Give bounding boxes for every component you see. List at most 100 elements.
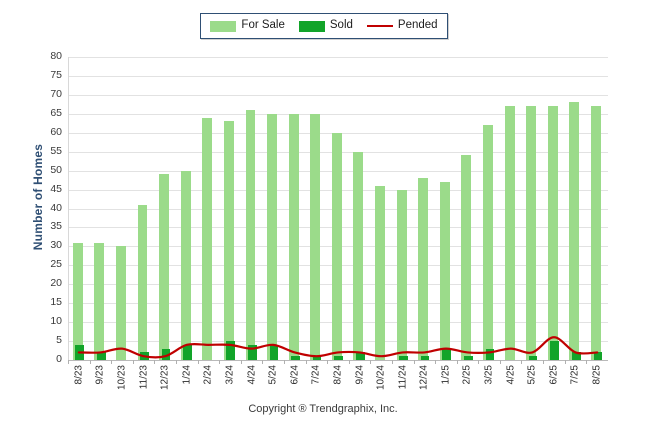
x-axis-tick-label: 4/25 [505, 365, 517, 385]
bar-sold[interactable] [420, 356, 430, 360]
x-axis-tick-label: 2/24 [202, 365, 214, 385]
x-axis-tick-label: 9/23 [94, 365, 106, 385]
x-axis-tick-label: 11/23 [138, 365, 150, 390]
x-axis-tick [240, 360, 242, 364]
chart-category-column: 8/25 [586, 57, 608, 384]
y-axis-tick-label: 25 [50, 258, 62, 271]
bar-for-sale[interactable] [331, 132, 342, 360]
chart-category-column: 10/23 [111, 57, 133, 390]
y-axis-tick-label: 50 [50, 163, 62, 176]
bar-for-sale[interactable] [547, 106, 558, 360]
y-axis-tick-label: 55 [50, 144, 62, 157]
y-axis-tick-label: 70 [50, 87, 62, 100]
bar-sold[interactable] [485, 348, 495, 360]
bar-sold[interactable] [75, 344, 84, 360]
bar-for-sale[interactable] [137, 204, 148, 360]
bar-for-sale[interactable] [310, 113, 321, 360]
x-axis-tick [521, 360, 523, 364]
y-axis-tick-label: 5 [56, 334, 62, 347]
x-axis-tick [478, 360, 480, 364]
bar-sold[interactable] [356, 352, 365, 360]
x-axis-tick [197, 360, 199, 364]
bar-sold[interactable] [291, 356, 300, 360]
legend-item-pended: Pended [366, 20, 438, 32]
chart-category-column: 3/25 [478, 57, 500, 384]
bar-sold[interactable] [96, 352, 106, 360]
x-axis-tick [348, 360, 350, 364]
bar-sold[interactable] [312, 356, 322, 360]
x-axis-tick-label: 6/25 [548, 365, 560, 385]
bar-for-sale[interactable] [223, 121, 234, 360]
chart-category-column: 6/24 [283, 57, 306, 384]
bar-sold[interactable] [528, 356, 538, 360]
bar-sold[interactable] [269, 344, 279, 360]
bar-for-sale[interactable] [353, 151, 364, 360]
x-axis-tick-label: 1/25 [440, 365, 452, 385]
bar-sold[interactable] [226, 341, 236, 360]
bar-sold[interactable] [442, 348, 452, 360]
y-axis-tick-label: 80 [50, 50, 62, 62]
chart-category-column: 4/25 [499, 57, 522, 384]
x-axis-tick-label: 2/25 [461, 365, 473, 385]
bar-for-sale[interactable] [396, 189, 407, 360]
bar-sold[interactable] [183, 344, 192, 360]
x-axis-tick [89, 360, 91, 364]
bar-for-sale[interactable] [72, 242, 83, 360]
y-axis-line [68, 57, 69, 360]
x-axis-tick [564, 360, 566, 364]
bar-sold[interactable] [571, 352, 581, 360]
y-axis-tick-label: 60 [50, 125, 62, 138]
bar-for-sale[interactable] [267, 113, 278, 360]
pended-line-icon [366, 25, 393, 27]
y-axis-title: Number of Homes [31, 143, 45, 251]
bar-for-sale[interactable] [202, 117, 213, 360]
x-axis-tick-label: 4/24 [246, 365, 258, 385]
bar-sold[interactable] [248, 344, 257, 360]
chart-category-column: 9/23 [89, 57, 112, 384]
bar-for-sale[interactable] [483, 125, 493, 360]
bar-for-sale[interactable] [439, 182, 450, 360]
bar-for-sale[interactable] [375, 185, 385, 360]
chart-category-column: 5/25 [521, 57, 543, 384]
bar-for-sale[interactable] [569, 102, 580, 360]
bar-for-sale[interactable] [526, 106, 537, 360]
bar-for-sale[interactable] [115, 246, 126, 360]
bar-for-sale[interactable] [461, 155, 472, 360]
chart-category-column: 7/25 [564, 57, 587, 384]
bar-for-sale[interactable] [504, 106, 515, 360]
bar-for-sale[interactable] [288, 113, 299, 360]
bar-for-sale[interactable] [159, 174, 170, 360]
x-axis-tick [68, 360, 69, 364]
y-axis-tick-label: 20 [50, 277, 62, 290]
bar-sold[interactable] [464, 356, 473, 360]
bar-for-sale[interactable] [591, 106, 601, 360]
bar-for-sale[interactable] [418, 178, 429, 360]
chart-category-column: 2/24 [197, 57, 220, 384]
legend-label-sold: Sold [329, 19, 353, 32]
y-axis-tick-label: 10 [50, 315, 62, 328]
x-axis-tick [586, 360, 588, 364]
x-axis-tick-label: 10/24 [375, 365, 387, 391]
x-axis-tick [283, 360, 285, 364]
x-axis-tick-label: 8/24 [332, 365, 344, 385]
x-axis-tick-label: 5/24 [267, 365, 279, 385]
x-axis-tick [391, 360, 393, 364]
bar-sold[interactable] [161, 348, 171, 360]
bar-for-sale[interactable] [94, 242, 105, 360]
bar-sold[interactable] [334, 356, 344, 360]
x-axis-tick-label: 10/23 [116, 365, 128, 391]
chart-category-column: 12/23 [154, 57, 176, 390]
bar-for-sale[interactable] [245, 110, 256, 360]
y-axis-tick-label: 40 [50, 201, 62, 214]
bar-sold[interactable] [550, 341, 560, 360]
chart-category-column: 12/24 [413, 57, 436, 390]
y-axis-tick-label: 15 [50, 296, 62, 309]
bar-sold[interactable] [593, 352, 603, 360]
legend-label-for-sale: For Sale [241, 19, 285, 32]
bar-sold[interactable] [399, 356, 408, 360]
y-axis-tick-label: 35 [50, 220, 62, 233]
sold-swatch-icon [298, 20, 325, 32]
bar-for-sale[interactable] [180, 170, 191, 360]
y-axis-tick-label: 30 [50, 239, 62, 252]
bar-sold[interactable] [140, 352, 149, 360]
